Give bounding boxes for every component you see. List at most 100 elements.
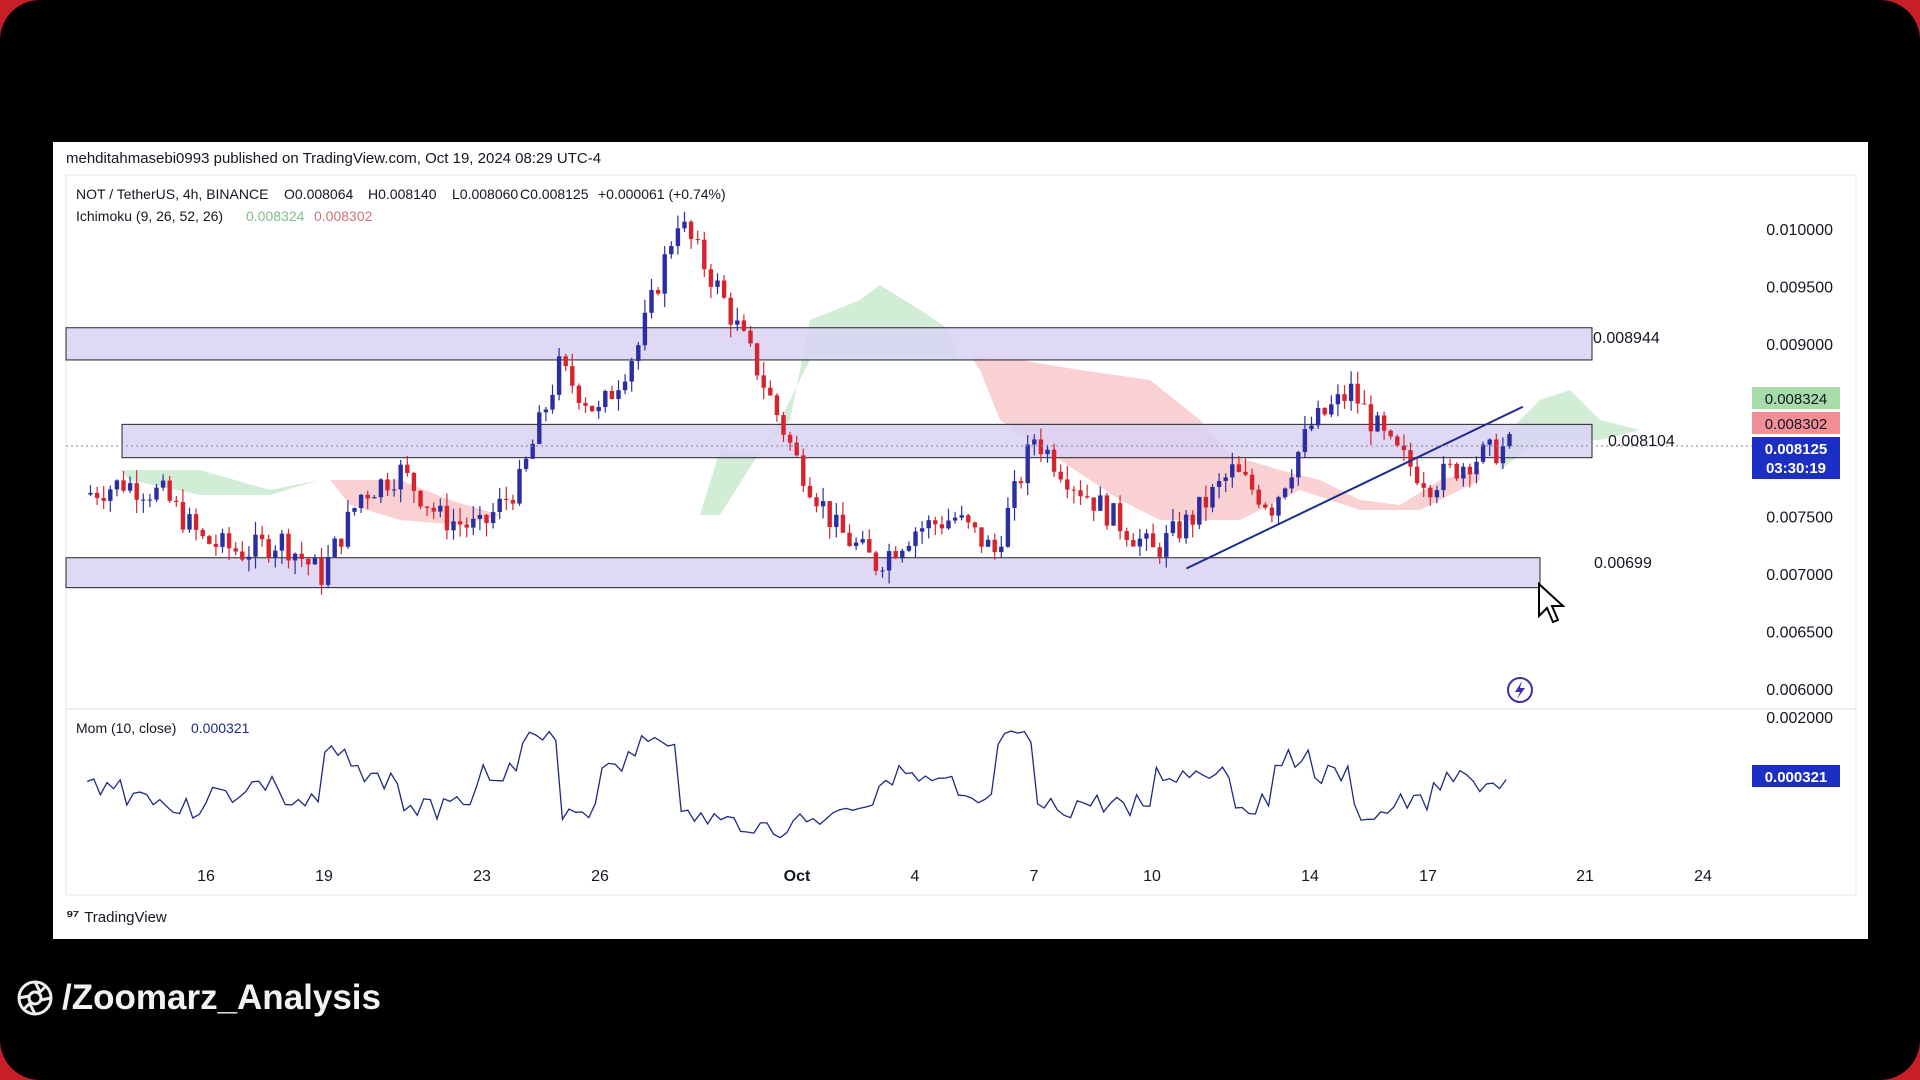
candle-body (702, 239, 707, 270)
y-tick-label: 0.009000 (1766, 337, 1833, 354)
candle-body (1243, 471, 1248, 475)
candle-body (853, 542, 859, 546)
candle-body (1401, 445, 1407, 451)
candle-body (484, 514, 489, 524)
candle-body (873, 552, 879, 571)
candle-body (636, 345, 641, 361)
candle-body (141, 499, 146, 501)
candle-body (761, 375, 766, 388)
candle-body (999, 546, 1004, 553)
candle-body (1441, 463, 1446, 491)
candle-body (127, 483, 133, 491)
candle-body (774, 395, 780, 416)
candle-body (754, 343, 760, 376)
candle-body (1329, 404, 1334, 415)
candle-body (200, 529, 205, 537)
candle-body (1355, 383, 1360, 404)
candle-body (477, 514, 483, 519)
candle-body (622, 381, 628, 391)
support-resistance-zones (65, 327, 1593, 589)
candle-body (154, 487, 159, 500)
candle-body (906, 545, 912, 551)
x-tick-label: Oct (784, 868, 811, 885)
candle-body (339, 538, 344, 547)
candle-body (1362, 403, 1367, 405)
x-tick-label: 19 (315, 868, 333, 885)
candle-body (900, 550, 905, 559)
candle-body (319, 557, 324, 585)
candle-body (1210, 487, 1215, 508)
span-b-badge (1752, 412, 1840, 434)
y-tick-label: 0.007500 (1766, 510, 1833, 527)
candle-body (748, 330, 753, 344)
candle-body (1414, 466, 1420, 484)
channel-handle: /Zoomarz_Analysis (16, 978, 381, 1018)
candle-body (1289, 477, 1294, 489)
candle-body (946, 520, 951, 529)
candle-body (768, 387, 773, 396)
candle-body (1322, 407, 1327, 415)
candle-body (880, 570, 885, 572)
candle-body (1018, 481, 1024, 484)
candle-body (530, 443, 535, 459)
candle-body (266, 539, 271, 559)
candle-body (490, 512, 496, 524)
mom-y-tick-label: 0.002000 (1766, 710, 1833, 727)
candle-body (1038, 439, 1044, 455)
candle-body (1494, 439, 1499, 464)
legend-close: C0.008125 (520, 186, 589, 202)
candle-body (457, 521, 463, 525)
x-tick-label: 4 (911, 868, 920, 885)
candle-body (147, 499, 153, 501)
candle-body (411, 472, 417, 491)
candle-body (325, 556, 331, 585)
legend-ichimoku-a: 0.008324 (246, 208, 305, 224)
candle-body (979, 527, 984, 547)
candle-body (1203, 496, 1209, 508)
candle-body (108, 489, 113, 501)
candle-body (827, 501, 832, 528)
candle-body (220, 533, 225, 547)
candle-body (299, 553, 304, 560)
candle-body (1157, 547, 1162, 557)
x-tick-label: 7 (1030, 868, 1039, 885)
trendline (1185, 405, 1524, 570)
last-price-badge (1752, 437, 1840, 479)
mom-legend-label: Mom (10, close) (76, 720, 176, 736)
candle-body (246, 556, 252, 560)
candle-body (589, 405, 595, 412)
candle-body (134, 483, 139, 500)
x-tick-label: 14 (1301, 868, 1319, 885)
candle-body (431, 507, 436, 512)
candle-body (563, 356, 568, 367)
tradingview-logo-icon: ⁹⁷ (66, 908, 79, 925)
candle-body (1276, 497, 1281, 516)
candle-body (1091, 497, 1096, 511)
zone-label-mid: 0.008104 (1608, 433, 1675, 450)
candle-body (1144, 533, 1149, 539)
candle-body (510, 499, 516, 504)
cloud-segment-green (700, 285, 960, 515)
y-tick-label: 0.006000 (1766, 682, 1833, 699)
candle-body (504, 498, 509, 500)
momentum-line (86, 730, 1507, 839)
candle-body (1104, 495, 1110, 526)
zone-box (65, 557, 1541, 589)
tradingview-logo[interactable]: ⁹⁷ TradingView (66, 908, 167, 926)
candle-body (616, 390, 621, 399)
y-tick-label: 0.007000 (1766, 567, 1833, 584)
candle-body (992, 539, 997, 553)
lightning-icon[interactable] (1507, 677, 1533, 703)
legend-symbol: NOT / TetherUS, 4h, BINANCE (76, 186, 268, 202)
cloud-segment-green (120, 470, 320, 495)
candle-body (550, 394, 555, 410)
candle-body (1434, 490, 1440, 498)
x-tick-label: 24 (1694, 868, 1712, 885)
zone-box (121, 423, 1593, 459)
candle-body (174, 500, 179, 502)
candle-body (966, 515, 971, 523)
y-tick-label: 0.010000 (1766, 222, 1833, 239)
candle-body (1428, 487, 1433, 498)
